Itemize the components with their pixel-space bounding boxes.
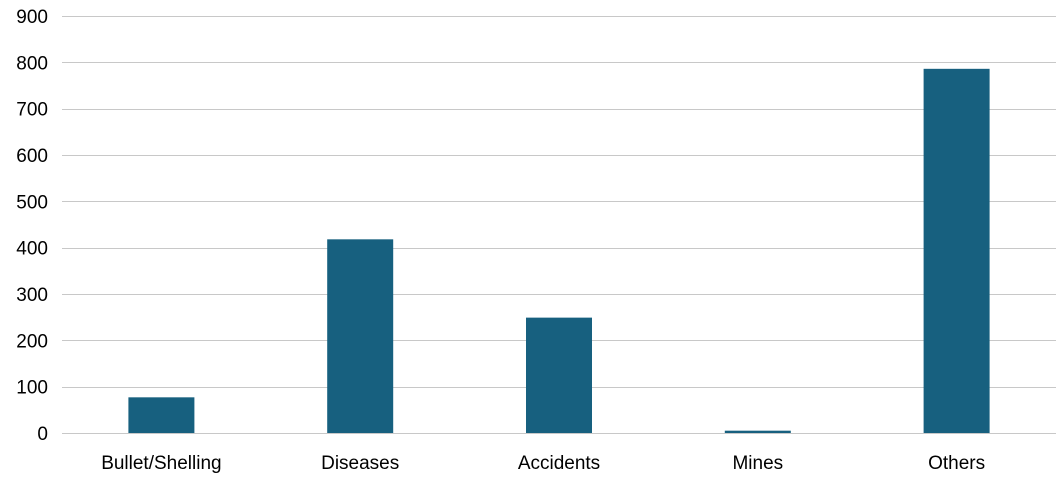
y-tick-label: 900 — [16, 7, 48, 28]
bar-others — [923, 68, 990, 433]
bar-diseases — [327, 239, 394, 433]
y-tick-label: 300 — [16, 285, 48, 306]
x-tick-label: Diseases — [321, 453, 399, 474]
y-tick-label: 0 — [37, 424, 48, 445]
bars — [128, 68, 990, 433]
y-tick-label: 200 — [16, 331, 48, 352]
y-axis-tick-labels: 0 100 200 300 400 500 600 700 800 900 — [16, 7, 48, 445]
x-tick-label: Accidents — [518, 453, 600, 474]
y-tick-label: 400 — [16, 239, 48, 260]
x-tick-label: Bullet/Shelling — [101, 453, 221, 474]
gridlines — [62, 16, 1056, 434]
x-tick-label: Others — [928, 453, 985, 474]
y-tick-label: 500 — [16, 192, 48, 213]
bar-accidents — [526, 317, 592, 433]
y-tick-label: 800 — [16, 53, 48, 74]
x-axis-tick-labels: Bullet/Shelling Diseases Accidents Mines Oth… — [101, 453, 985, 474]
x-tick-label: Mines — [732, 453, 783, 474]
y-tick-label: 700 — [16, 100, 48, 121]
bar-mines — [724, 430, 791, 433]
bar-bullet-shelling — [128, 397, 195, 433]
y-tick-label: 100 — [16, 378, 48, 399]
y-tick-label: 600 — [16, 146, 48, 167]
